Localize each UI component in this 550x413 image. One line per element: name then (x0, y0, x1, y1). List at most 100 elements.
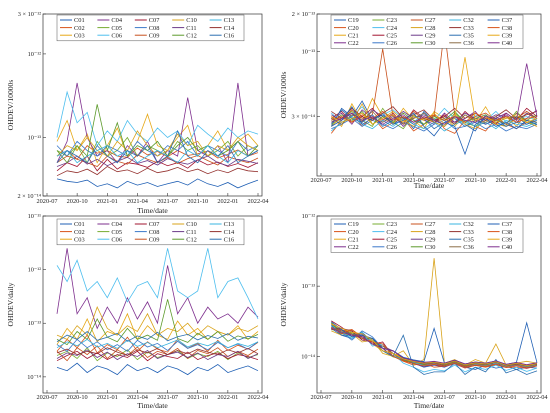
x-tick-label: 2021-01 (372, 177, 393, 184)
chart-panel-3: 2020-07 2020-10 2021-01 2021-04 2021-07 2021-… (6, 213, 269, 410)
legend-entry: C14 (224, 229, 235, 236)
x-tick-label: 2021-10 (465, 177, 486, 184)
series-line-C07 (56, 350, 259, 362)
x-axis-label: Time/date (137, 206, 168, 215)
legend-entry: C24 (386, 25, 397, 32)
y-tick-label: 10⁻¹³ (302, 283, 316, 290)
legend-entry: C10 (186, 221, 197, 228)
legend-entry: C28 (425, 229, 436, 236)
legend-entry: C19 (348, 221, 359, 228)
legend-entry: C32 (463, 17, 474, 24)
legend-entry: C25 (386, 236, 397, 243)
legend-entry: C33 (463, 25, 474, 32)
x-tick-label: 2022-01 (496, 394, 517, 401)
legend-entry: C36 (463, 244, 474, 251)
series-line-C39 (331, 323, 538, 366)
legend-entry: C35 (463, 32, 474, 39)
y-tick-label: 10⁻¹⁴ (301, 353, 316, 360)
x-tick-label: 2020-07 (311, 394, 332, 401)
x-axis-label: Time/date (414, 401, 445, 410)
legend-entry: C09 (149, 32, 160, 39)
legend-entry: C26 (386, 40, 397, 47)
x-tick-label: 2021-04 (127, 198, 149, 205)
legend-entry: C16 (224, 236, 235, 243)
legend-entry: C12 (186, 32, 197, 39)
x-tick-label: 2020-10 (67, 394, 88, 401)
series-line-C37 (331, 105, 538, 156)
legend-entry: C39 (502, 236, 513, 243)
legend-entry: C01 (74, 221, 85, 228)
legend-entry: C26 (386, 244, 397, 251)
series-line-C02 (56, 334, 259, 354)
x-tick-label: 2020-10 (341, 177, 362, 184)
legend-entry: C28 (425, 25, 436, 32)
legend-entry: C11 (186, 25, 196, 32)
x-tick-label: 2020-07 (311, 177, 332, 184)
legend-entry: C08 (149, 229, 160, 236)
x-tick-label: 2020-07 (37, 394, 58, 401)
chart-panel-2: 2020-07 2020-10 2021-01 2021-04 2021-07 2021-… (279, 11, 548, 190)
y-axis-label: OHDEV/10000s (6, 80, 15, 131)
legend-entry: C01 (74, 17, 85, 24)
y-tick-label: 10⁻¹² (302, 213, 316, 220)
x-axis-label: Time/date (414, 181, 445, 190)
legend-entry: C10 (186, 17, 197, 24)
y-tick-label: 10⁻¹³ (302, 48, 316, 55)
x-tick-label: 2021-10 (187, 394, 208, 401)
y-tick-label: 3 × 10⁻¹⁴ (291, 114, 315, 121)
legend-entry: C23 (386, 17, 397, 24)
legend-entry: C07 (149, 17, 160, 24)
x-tick-label: 2021-01 (97, 394, 118, 401)
legend-entry: C22 (348, 40, 359, 47)
series-line-C04 (56, 248, 259, 330)
series-group (56, 82, 259, 189)
x-tick-label: 2021-07 (434, 394, 455, 401)
y-tick-label: 10⁻¹⁴ (27, 374, 42, 381)
legend-entry: C04 (111, 221, 122, 228)
x-tick-label: 2022-04 (527, 177, 549, 184)
x-tick-label: 2021-04 (127, 394, 149, 401)
series-line-C40 (331, 63, 538, 125)
legend-entry: C35 (463, 236, 474, 243)
series-line-C01 (56, 362, 259, 376)
x-tick-label: 2021-01 (372, 394, 393, 401)
series-line-C12 (56, 299, 259, 346)
x-tick-label: 2020-07 (37, 198, 58, 205)
series-line-C01 (56, 178, 259, 189)
x-tick-label: 2022-04 (248, 198, 270, 205)
legend-entry: C09 (149, 236, 160, 243)
series-line-C06 (56, 248, 259, 320)
chart-panel-1: 2020-07 2020-10 2021-01 2021-04 2021-07 2021-… (6, 11, 269, 215)
x-tick-label: 2022-01 (217, 394, 238, 401)
y-tick-label: 2 × 10⁻¹⁴ (17, 193, 41, 200)
legend-entry: C27 (425, 221, 436, 228)
x-tick-label: 2021-07 (157, 198, 178, 205)
y-tick-label: 3 × 10⁻¹² (18, 11, 41, 18)
legend-entry: C29 (425, 32, 436, 39)
x-tick-label: 2021-01 (97, 198, 118, 205)
series-line-C09 (56, 345, 259, 362)
legend-entry: C03 (74, 236, 85, 243)
legend-entry: C08 (149, 25, 160, 32)
series-line-C16 (56, 129, 259, 164)
legend-entry: C05 (111, 25, 122, 32)
plot-frame (42, 215, 263, 394)
legend-entry: C02 (74, 229, 85, 236)
series-line-C40 (331, 328, 538, 366)
series-group (331, 258, 538, 376)
legend-entry: C40 (502, 40, 513, 47)
series-line-C16 (56, 330, 259, 343)
x-tick-label: 2021-07 (157, 394, 178, 401)
legend-entry: C25 (386, 32, 397, 39)
x-tick-label: 2020-10 (67, 198, 88, 205)
legend-entry: C19 (348, 17, 359, 24)
legend-entry: C07 (149, 221, 160, 228)
series-line-C26 (331, 117, 538, 132)
x-tick-label: 2021-07 (434, 177, 455, 184)
x-tick-label: 2022-01 (217, 198, 238, 205)
legend-entry: C14 (224, 25, 235, 32)
y-axis-label: OHDEV/daily (6, 282, 15, 326)
legend-entry: C37 (502, 17, 513, 24)
series-line-C14 (56, 166, 259, 177)
